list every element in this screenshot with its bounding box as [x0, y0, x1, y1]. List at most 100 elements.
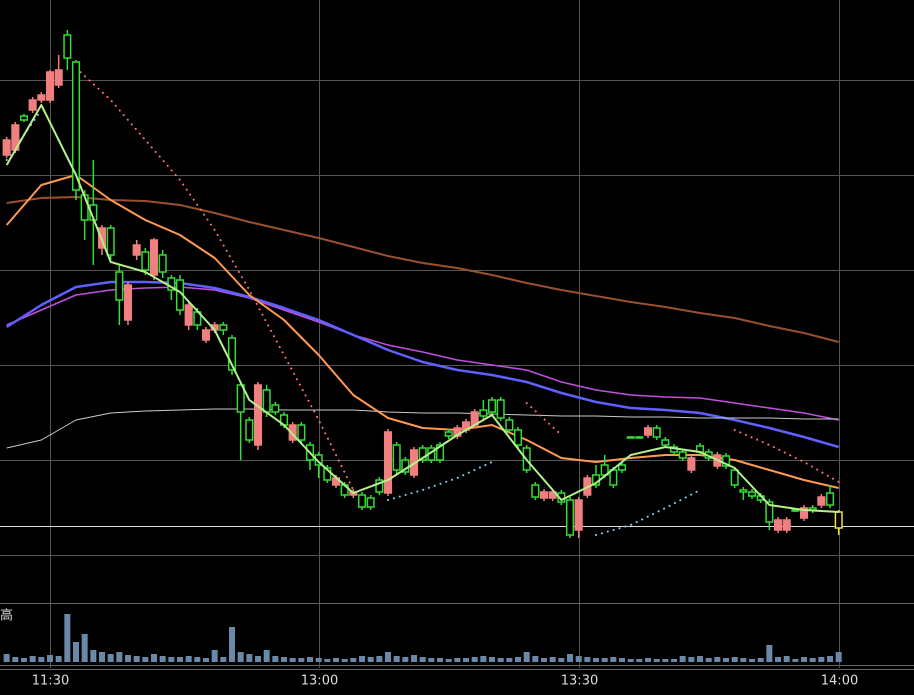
candle-body: [236, 384, 245, 413]
volume-bar: [90, 650, 97, 662]
volume-bar: [541, 658, 548, 662]
candle-body: [375, 479, 384, 493]
candle-body: [141, 251, 150, 271]
candle-body: [201, 329, 211, 341]
volume-bar: [211, 650, 218, 662]
candle-body: [825, 492, 835, 506]
volume-bar: [263, 650, 270, 662]
candle-body: [219, 324, 228, 331]
volume-bar: [471, 657, 478, 662]
volume-bar: [203, 658, 210, 662]
volume-bar: [125, 655, 132, 662]
volume-bar: [133, 656, 140, 662]
candle-body: [565, 499, 575, 536]
volume-bar: [688, 657, 695, 662]
volume-bar: [662, 659, 669, 662]
candle-body: [739, 489, 748, 493]
ma-line: [75, 67, 840, 491]
volume-bar: [489, 657, 496, 662]
volume-bar: [584, 657, 591, 662]
candle-body: [678, 451, 687, 459]
candle-body: [513, 429, 523, 446]
volume-bar: [107, 654, 114, 662]
volume-bar: [480, 656, 487, 662]
volume-bar: [801, 657, 808, 662]
candle-body: [253, 384, 263, 446]
volume-bar: [523, 652, 530, 662]
volume-bar: [393, 656, 400, 662]
volume-bar: [419, 657, 426, 662]
volume-bar: [792, 659, 799, 662]
volume-bar: [324, 659, 331, 662]
candle-body: [383, 431, 393, 494]
candle-body: [314, 454, 323, 466]
volume-bar: [601, 658, 608, 662]
volume-bar: [12, 657, 19, 662]
volume-bar: [367, 657, 374, 662]
candle-body: [617, 464, 627, 471]
candle-body: [123, 284, 133, 321]
candle-body: [721, 455, 731, 467]
candle-body: [245, 419, 254, 441]
candle-body: [747, 491, 757, 497]
x-tick-label: 14:00: [821, 674, 858, 689]
volume-bar: [567, 654, 574, 662]
candle-body: [392, 444, 401, 471]
volume-bar: [298, 658, 305, 662]
candle-body: [28, 99, 37, 111]
volume-bar: [749, 659, 756, 662]
volume-bar: [38, 657, 45, 662]
candle-body: [106, 227, 115, 256]
volume-bar: [679, 656, 686, 662]
volume-bar: [463, 658, 470, 662]
volume-bar: [645, 658, 652, 662]
volume-bar: [593, 658, 600, 662]
volume-bar: [653, 659, 660, 662]
volume-bar: [671, 659, 678, 662]
candle-body: [357, 494, 367, 508]
candle-body: [765, 501, 774, 523]
volume-bar: [116, 652, 123, 662]
candle-body: [149, 239, 159, 276]
volume-bar: [827, 656, 834, 662]
volume-bar: [445, 659, 452, 662]
candle-body: [227, 337, 237, 371]
candle-body: [37, 94, 46, 101]
volume-bar: [168, 657, 175, 662]
volume-bar: [809, 658, 816, 662]
ma-line: [6, 286, 839, 421]
candle-body: [635, 436, 644, 439]
ma-line: [6, 408, 839, 449]
volume-bar: [454, 658, 461, 662]
volume-bar: [3, 654, 10, 662]
volume-bar: [532, 656, 539, 662]
ma-line: [5, 104, 839, 513]
volume-bar: [359, 656, 366, 662]
candle-body: [782, 519, 791, 531]
candle-body: [496, 399, 505, 419]
volume-bar: [783, 656, 790, 662]
volume-bar: [99, 652, 106, 662]
volume-bar: [315, 658, 322, 662]
volume-bar: [281, 657, 288, 662]
volume-bar: [20, 658, 27, 662]
candle-body: [45, 71, 55, 101]
x-tick-label: 13:00: [301, 674, 338, 689]
volume-bar: [237, 652, 244, 662]
volume-bar: [775, 657, 782, 662]
candle-body: [366, 497, 375, 508]
candle-body: [435, 444, 445, 461]
volume-bar: [714, 657, 721, 662]
volume-bar: [185, 656, 192, 662]
volume-bar: [46, 655, 53, 662]
volume-bar: [636, 659, 643, 662]
volume-bar: [229, 627, 236, 662]
volume-bar: [255, 656, 262, 662]
volume-bar: [437, 658, 444, 662]
volume-bar: [341, 659, 348, 662]
volume-bar: [428, 658, 435, 662]
candle-body: [184, 304, 193, 326]
volume-bar: [757, 658, 764, 662]
volume-bar: [177, 657, 184, 662]
